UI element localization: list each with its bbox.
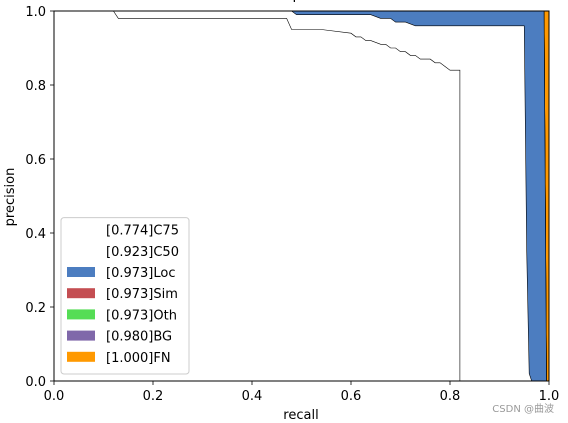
x-tick-label: 0.6 [341, 389, 362, 404]
legend-swatch [67, 245, 95, 256]
x-tick-label: 0.0 [44, 389, 65, 404]
plot-frame [53, 10, 550, 382]
x-tick-label: 0.8 [440, 389, 461, 404]
legend-label: [0.774]C75 [106, 224, 179, 239]
legend-label: [1.000]FN [106, 351, 171, 366]
y-axis-label: precision [3, 168, 18, 227]
chart-title: bbox-qx-diared [248, 0, 354, 3]
legend-swatch [67, 267, 95, 277]
y-tick-label: 0.8 [25, 79, 46, 94]
legend-swatch [67, 351, 95, 362]
y-tick-label: 0.6 [25, 153, 46, 168]
legend: [0.774]C75 [0.923]C50 [0.973]Loc [0.973]Sim… [60, 217, 190, 375]
y-tick-label: 0.0 [25, 375, 46, 390]
x-tick-label: 0.2 [143, 389, 164, 404]
y-axis: 0.0 0.2 0.4 0.6 0.8 1.0 [25, 5, 54, 390]
y-tick-label: 1.0 [25, 5, 46, 20]
legend-label: [0.973]Sim [106, 287, 178, 302]
legend-swatch [67, 330, 95, 341]
x-axis: 0.0 0.2 0.4 0.6 0.8 1.0 [44, 381, 560, 404]
y-tick-label: 0.4 [25, 227, 46, 242]
legend-swatch [67, 288, 95, 299]
legend-swatch [67, 224, 95, 235]
watermark: CSDN @曲波 [492, 404, 554, 415]
y-tick-label: 0.2 [25, 301, 46, 316]
legend-label: [0.923]C50 [106, 245, 179, 260]
legend-label: [0.973]Oth [106, 308, 177, 323]
legend-swatch [67, 309, 95, 320]
x-tick-label: 0.4 [242, 389, 263, 404]
x-axis-label: recall [283, 408, 318, 423]
legend-label: [0.973]Loc [106, 266, 175, 281]
x-tick-label: 1.0 [539, 389, 560, 404]
legend-label: [0.980]BG [106, 330, 172, 345]
